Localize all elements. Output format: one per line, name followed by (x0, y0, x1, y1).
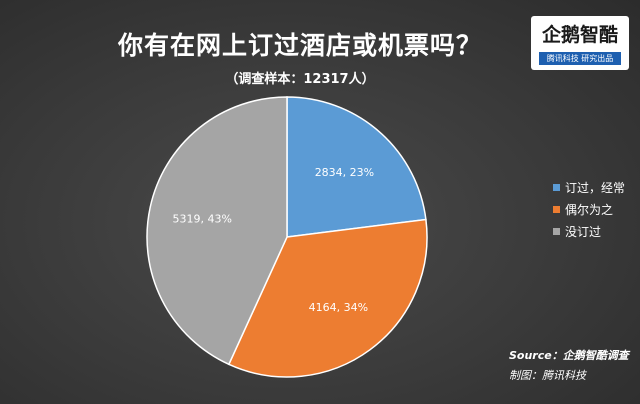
legend-item-never: 没订过 (553, 220, 625, 242)
pie-slice-often (286, 96, 427, 238)
pie-slice-never (146, 96, 288, 366)
data-label-never: 5319, 43% (172, 213, 231, 226)
logo-subtext: 腾讯科技 研究出品 (539, 52, 621, 65)
source-note: Source：企鹅智酷调查 (509, 349, 629, 362)
legend-swatch-never (553, 227, 560, 235)
legend-label-never: 没订过 (565, 224, 602, 239)
logo: 企鹅智酷 腾讯科技 研究出品 (531, 16, 629, 70)
logo-text: 企鹅智酷 (541, 24, 618, 46)
legend: 订过，经常 偶尔为之 没订过 (553, 176, 625, 242)
legend-item-often: 订过，经常 (553, 176, 625, 198)
data-label-occasionally: 4164, 34% (309, 301, 368, 314)
chart-subtitle: （调查样本：12317人） (225, 72, 375, 87)
legend-item-occasionally: 偶尔为之 (553, 198, 625, 220)
data-label-often: 2834, 23% (315, 166, 374, 179)
chart-title: 你有在网上订过酒店或机票吗？ (117, 31, 482, 60)
legend-label-occasionally: 偶尔为之 (565, 202, 614, 217)
pie-slice-occasionally (227, 218, 428, 378)
legend-label-often: 订过，经常 (565, 180, 626, 195)
legend-swatch-occasionally (553, 205, 560, 213)
legend-swatch-often (553, 183, 560, 191)
credit-note: 制图：腾讯科技 (509, 369, 586, 382)
